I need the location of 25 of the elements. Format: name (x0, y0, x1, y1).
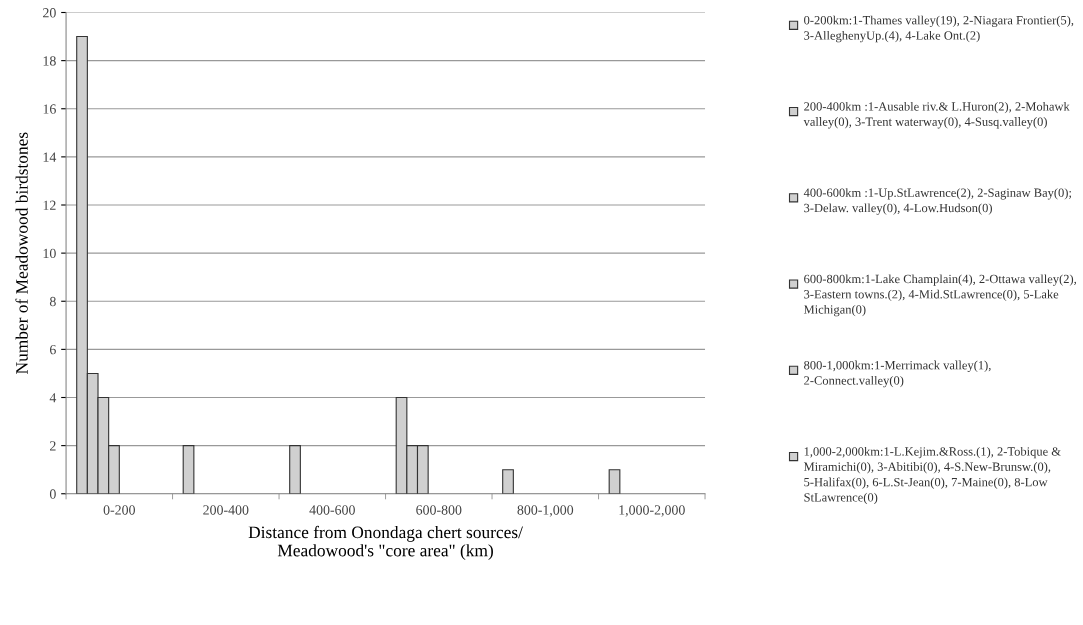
legend-label: 1,000-2,000km:1-L.Kejim.&Ross.(1), 2-Tobique & Miramichi(0), 3-Abitibi(0), 4-S.New-Brunsw.(0), 5-Halifax(0), 6-L.St-Jean(0), 7-Maine(0), 8-Low StLawrence(0) (803, 446, 1061, 505)
x-tick-label: 400-600 (309, 505, 355, 515)
x-tick-label: 1,000-2,000 (619, 505, 685, 517)
legend-label: 600-800km:1-Lake Champlain(4), 2-Ottawa valley(2), 3-Eastern towns.(2), 4-Mid.StLawrence(0), 5-Lake Michigan(0) (803, 274, 1076, 317)
x-tick-label: 600-800 (416, 505, 462, 515)
y-tick-label: 16 (43, 104, 56, 114)
y-tick-label: 8 (49, 296, 56, 307)
x-axis-title: Distance from Onondaga chert sources/ Meadowood's "core area" (km) (248, 525, 523, 560)
legend-label: 200-400km :1-Ausable riv.& L.Huron(2), 2-Mohawk valley(0), 3-Trent waterway(0), 4-Susq.valley(0) (803, 101, 1070, 129)
x-tick-label: 800-1,000 (517, 505, 574, 517)
legend-label: 0-200km:1-Thames valley(19), 2-Niagara Frontier(5), 3-AlleghenyUp.(4), 4-Lake Ont.(2) (804, 15, 1074, 43)
y-tick-label: 6 (49, 345, 56, 355)
y-tick-label: 2 (50, 441, 56, 451)
x-tick-label: 200-400 (203, 505, 249, 515)
legend-label: 400-600km :1-Up.StLawrence(2), 2-Saginaw Bay(0); 3-Delaw. valley(0), 4-Low.Hudson(0) (803, 188, 1071, 215)
y-tick-label: 20 (43, 8, 56, 18)
y-tick-label: 12 (43, 200, 56, 210)
y-tick-label: 18 (43, 56, 56, 66)
x-tick-label: 0-200 (103, 505, 135, 515)
y-axis-title: Number of Meadowood birdstones (15, 132, 28, 374)
y-tick-label: 14 (43, 152, 57, 162)
y-tick-label: 4 (49, 393, 57, 403)
legend-label: 800-1,000km:1-Merrimack valley(1), 2-Connect.valley(0) (804, 360, 991, 388)
y-tick-label: 10 (43, 248, 56, 259)
y-tick-label: 0 (49, 489, 56, 499)
